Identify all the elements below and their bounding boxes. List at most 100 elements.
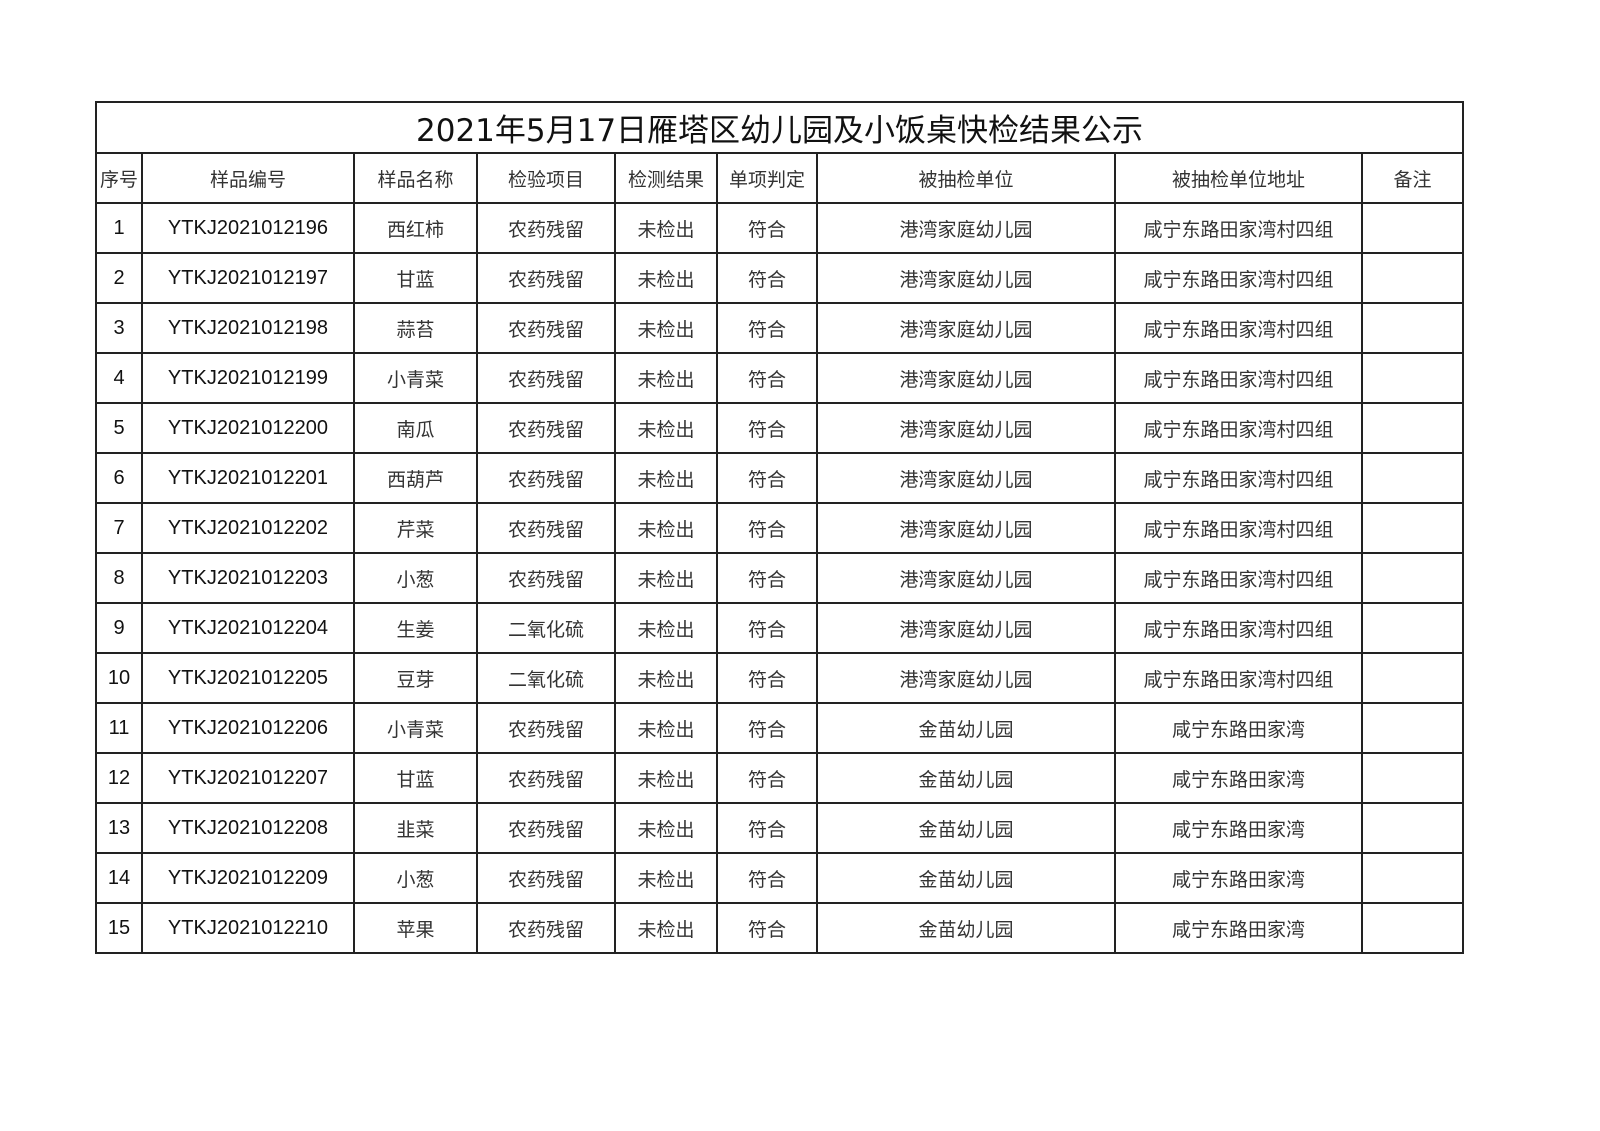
cell-remarks xyxy=(1360,402,1465,454)
cell-sample-id: YTKJ2021012201 xyxy=(141,452,355,504)
cell-judgement: 符合 xyxy=(716,502,818,554)
cell-remarks xyxy=(1360,452,1465,504)
cell-sample-name: 苹果 xyxy=(353,902,478,954)
cell-test-item: 农药残留 xyxy=(476,752,616,804)
cell-test-item: 农药残留 xyxy=(476,352,616,404)
cell-index: 6 xyxy=(95,452,143,504)
cell-sample-id: YTKJ2021012204 xyxy=(141,602,355,654)
cell-sample-name: 小青菜 xyxy=(353,702,478,754)
header-sample-name: 样品名称 xyxy=(353,152,478,204)
results-table: 2021年5月17日雁塔区幼儿园及小饭桌快检结果公示 序号 样品编号 样品名称 检验项… xyxy=(94,101,1465,954)
cell-inspected-unit: 金苗幼儿园 xyxy=(816,702,1116,754)
cell-index: 4 xyxy=(95,352,143,404)
cell-unit-address: 咸宁东路田家湾村四组 xyxy=(1114,602,1363,654)
cell-judgement: 符合 xyxy=(716,252,818,304)
cell-test-result: 未检出 xyxy=(614,752,718,804)
table-row: 3 YTKJ2021012198 蒜苔 农药残留 未检出 符合 港湾家庭幼儿园 咸宁东路田家湾… xyxy=(95,302,1465,354)
cell-sample-id: YTKJ2021012205 xyxy=(141,652,355,704)
cell-test-result: 未检出 xyxy=(614,802,718,854)
cell-sample-id: YTKJ2021012206 xyxy=(141,702,355,754)
table-row: 15 YTKJ2021012210 苹果 农药残留 未检出 符合 金苗幼儿园 咸宁东路田家湾 xyxy=(95,902,1465,954)
cell-test-result: 未检出 xyxy=(614,702,718,754)
page-title: 2021年5月17日雁塔区幼儿园及小饭桌快检结果公示 xyxy=(94,101,1465,154)
table-row: 5 YTKJ2021012200 南瓜 农药残留 未检出 符合 港湾家庭幼儿园 咸宁东路田家湾… xyxy=(95,402,1465,454)
cell-sample-id: YTKJ2021012197 xyxy=(141,252,355,304)
cell-test-result: 未检出 xyxy=(614,502,718,554)
cell-test-item: 农药残留 xyxy=(476,452,616,504)
cell-inspected-unit: 金苗幼儿园 xyxy=(816,752,1116,804)
cell-inspected-unit: 港湾家庭幼儿园 xyxy=(816,302,1116,354)
cell-unit-address: 咸宁东路田家湾村四组 xyxy=(1114,652,1363,704)
cell-test-result: 未检出 xyxy=(614,352,718,404)
cell-remarks xyxy=(1360,702,1465,754)
cell-judgement: 符合 xyxy=(716,802,818,854)
cell-inspected-unit: 金苗幼儿园 xyxy=(816,902,1116,954)
cell-judgement: 符合 xyxy=(716,452,818,504)
cell-remarks xyxy=(1360,352,1465,404)
cell-index: 2 xyxy=(95,252,143,304)
cell-test-result: 未检出 xyxy=(614,402,718,454)
cell-sample-name: 小葱 xyxy=(353,852,478,904)
cell-test-result: 未检出 xyxy=(614,552,718,604)
cell-remarks xyxy=(1360,302,1465,354)
cell-remarks xyxy=(1360,202,1465,254)
cell-inspected-unit: 港湾家庭幼儿园 xyxy=(816,252,1116,304)
header-inspected-unit: 被抽检单位 xyxy=(816,152,1116,204)
header-row: 序号 样品编号 样品名称 检验项目 检测结果 单项判定 被抽检单位 被抽检单位地址 备注 xyxy=(95,152,1465,204)
cell-judgement: 符合 xyxy=(716,752,818,804)
cell-test-item: 农药残留 xyxy=(476,552,616,604)
cell-unit-address: 咸宁东路田家湾村四组 xyxy=(1114,552,1363,604)
cell-test-item: 农药残留 xyxy=(476,302,616,354)
cell-judgement: 符合 xyxy=(716,702,818,754)
cell-sample-id: YTKJ2021012203 xyxy=(141,552,355,604)
header-sample-id: 样品编号 xyxy=(141,152,355,204)
cell-test-result: 未检出 xyxy=(614,252,718,304)
cell-test-result: 未检出 xyxy=(614,602,718,654)
cell-index: 11 xyxy=(95,702,143,754)
cell-judgement: 符合 xyxy=(716,352,818,404)
cell-sample-id: YTKJ2021012198 xyxy=(141,302,355,354)
cell-inspected-unit: 港湾家庭幼儿园 xyxy=(816,202,1116,254)
cell-judgement: 符合 xyxy=(716,402,818,454)
cell-test-item: 农药残留 xyxy=(476,502,616,554)
cell-sample-name: 甘蓝 xyxy=(353,252,478,304)
cell-index: 8 xyxy=(95,552,143,604)
cell-unit-address: 咸宁东路田家湾村四组 xyxy=(1114,352,1363,404)
cell-inspected-unit: 港湾家庭幼儿园 xyxy=(816,602,1116,654)
table-row: 12 YTKJ2021012207 甘蓝 农药残留 未检出 符合 金苗幼儿园 咸宁东路田家湾 xyxy=(95,752,1465,804)
cell-index: 9 xyxy=(95,602,143,654)
table-row: 8 YTKJ2021012203 小葱 农药残留 未检出 符合 港湾家庭幼儿园 咸宁东路田家湾… xyxy=(95,552,1465,604)
table-row: 10 YTKJ2021012205 豆芽 二氧化硫 未检出 符合 港湾家庭幼儿园 咸宁东路田家… xyxy=(95,652,1465,704)
cell-sample-id: YTKJ2021012196 xyxy=(141,202,355,254)
header-index: 序号 xyxy=(95,152,143,204)
cell-sample-name: 生姜 xyxy=(353,602,478,654)
cell-unit-address: 咸宁东路田家湾村四组 xyxy=(1114,402,1363,454)
cell-unit-address: 咸宁东路田家湾 xyxy=(1114,852,1363,904)
table-row: 4 YTKJ2021012199 小青菜 农药残留 未检出 符合 港湾家庭幼儿园 咸宁东路田家… xyxy=(95,352,1465,404)
cell-judgement: 符合 xyxy=(716,202,818,254)
header-unit-address: 被抽检单位地址 xyxy=(1114,152,1363,204)
cell-remarks xyxy=(1360,752,1465,804)
cell-remarks xyxy=(1360,902,1465,954)
cell-inspected-unit: 金苗幼儿园 xyxy=(816,852,1116,904)
cell-remarks xyxy=(1360,802,1465,854)
cell-judgement: 符合 xyxy=(716,552,818,604)
title-row: 2021年5月17日雁塔区幼儿园及小饭桌快检结果公示 xyxy=(94,101,1465,154)
cell-sample-name: 小葱 xyxy=(353,552,478,604)
cell-unit-address: 咸宁东路田家湾村四组 xyxy=(1114,202,1363,254)
cell-sample-name: 小青菜 xyxy=(353,352,478,404)
header-remarks: 备注 xyxy=(1360,152,1465,204)
cell-index: 14 xyxy=(95,852,143,904)
cell-test-item: 农药残留 xyxy=(476,702,616,754)
cell-sample-id: YTKJ2021012208 xyxy=(141,802,355,854)
cell-sample-name: 西葫芦 xyxy=(353,452,478,504)
cell-index: 10 xyxy=(95,652,143,704)
cell-sample-id: YTKJ2021012202 xyxy=(141,502,355,554)
cell-sample-name: 蒜苔 xyxy=(353,302,478,354)
cell-judgement: 符合 xyxy=(716,652,818,704)
cell-unit-address: 咸宁东路田家湾 xyxy=(1114,752,1363,804)
cell-test-result: 未检出 xyxy=(614,202,718,254)
cell-inspected-unit: 港湾家庭幼儿园 xyxy=(816,402,1116,454)
cell-remarks xyxy=(1360,852,1465,904)
cell-index: 12 xyxy=(95,752,143,804)
